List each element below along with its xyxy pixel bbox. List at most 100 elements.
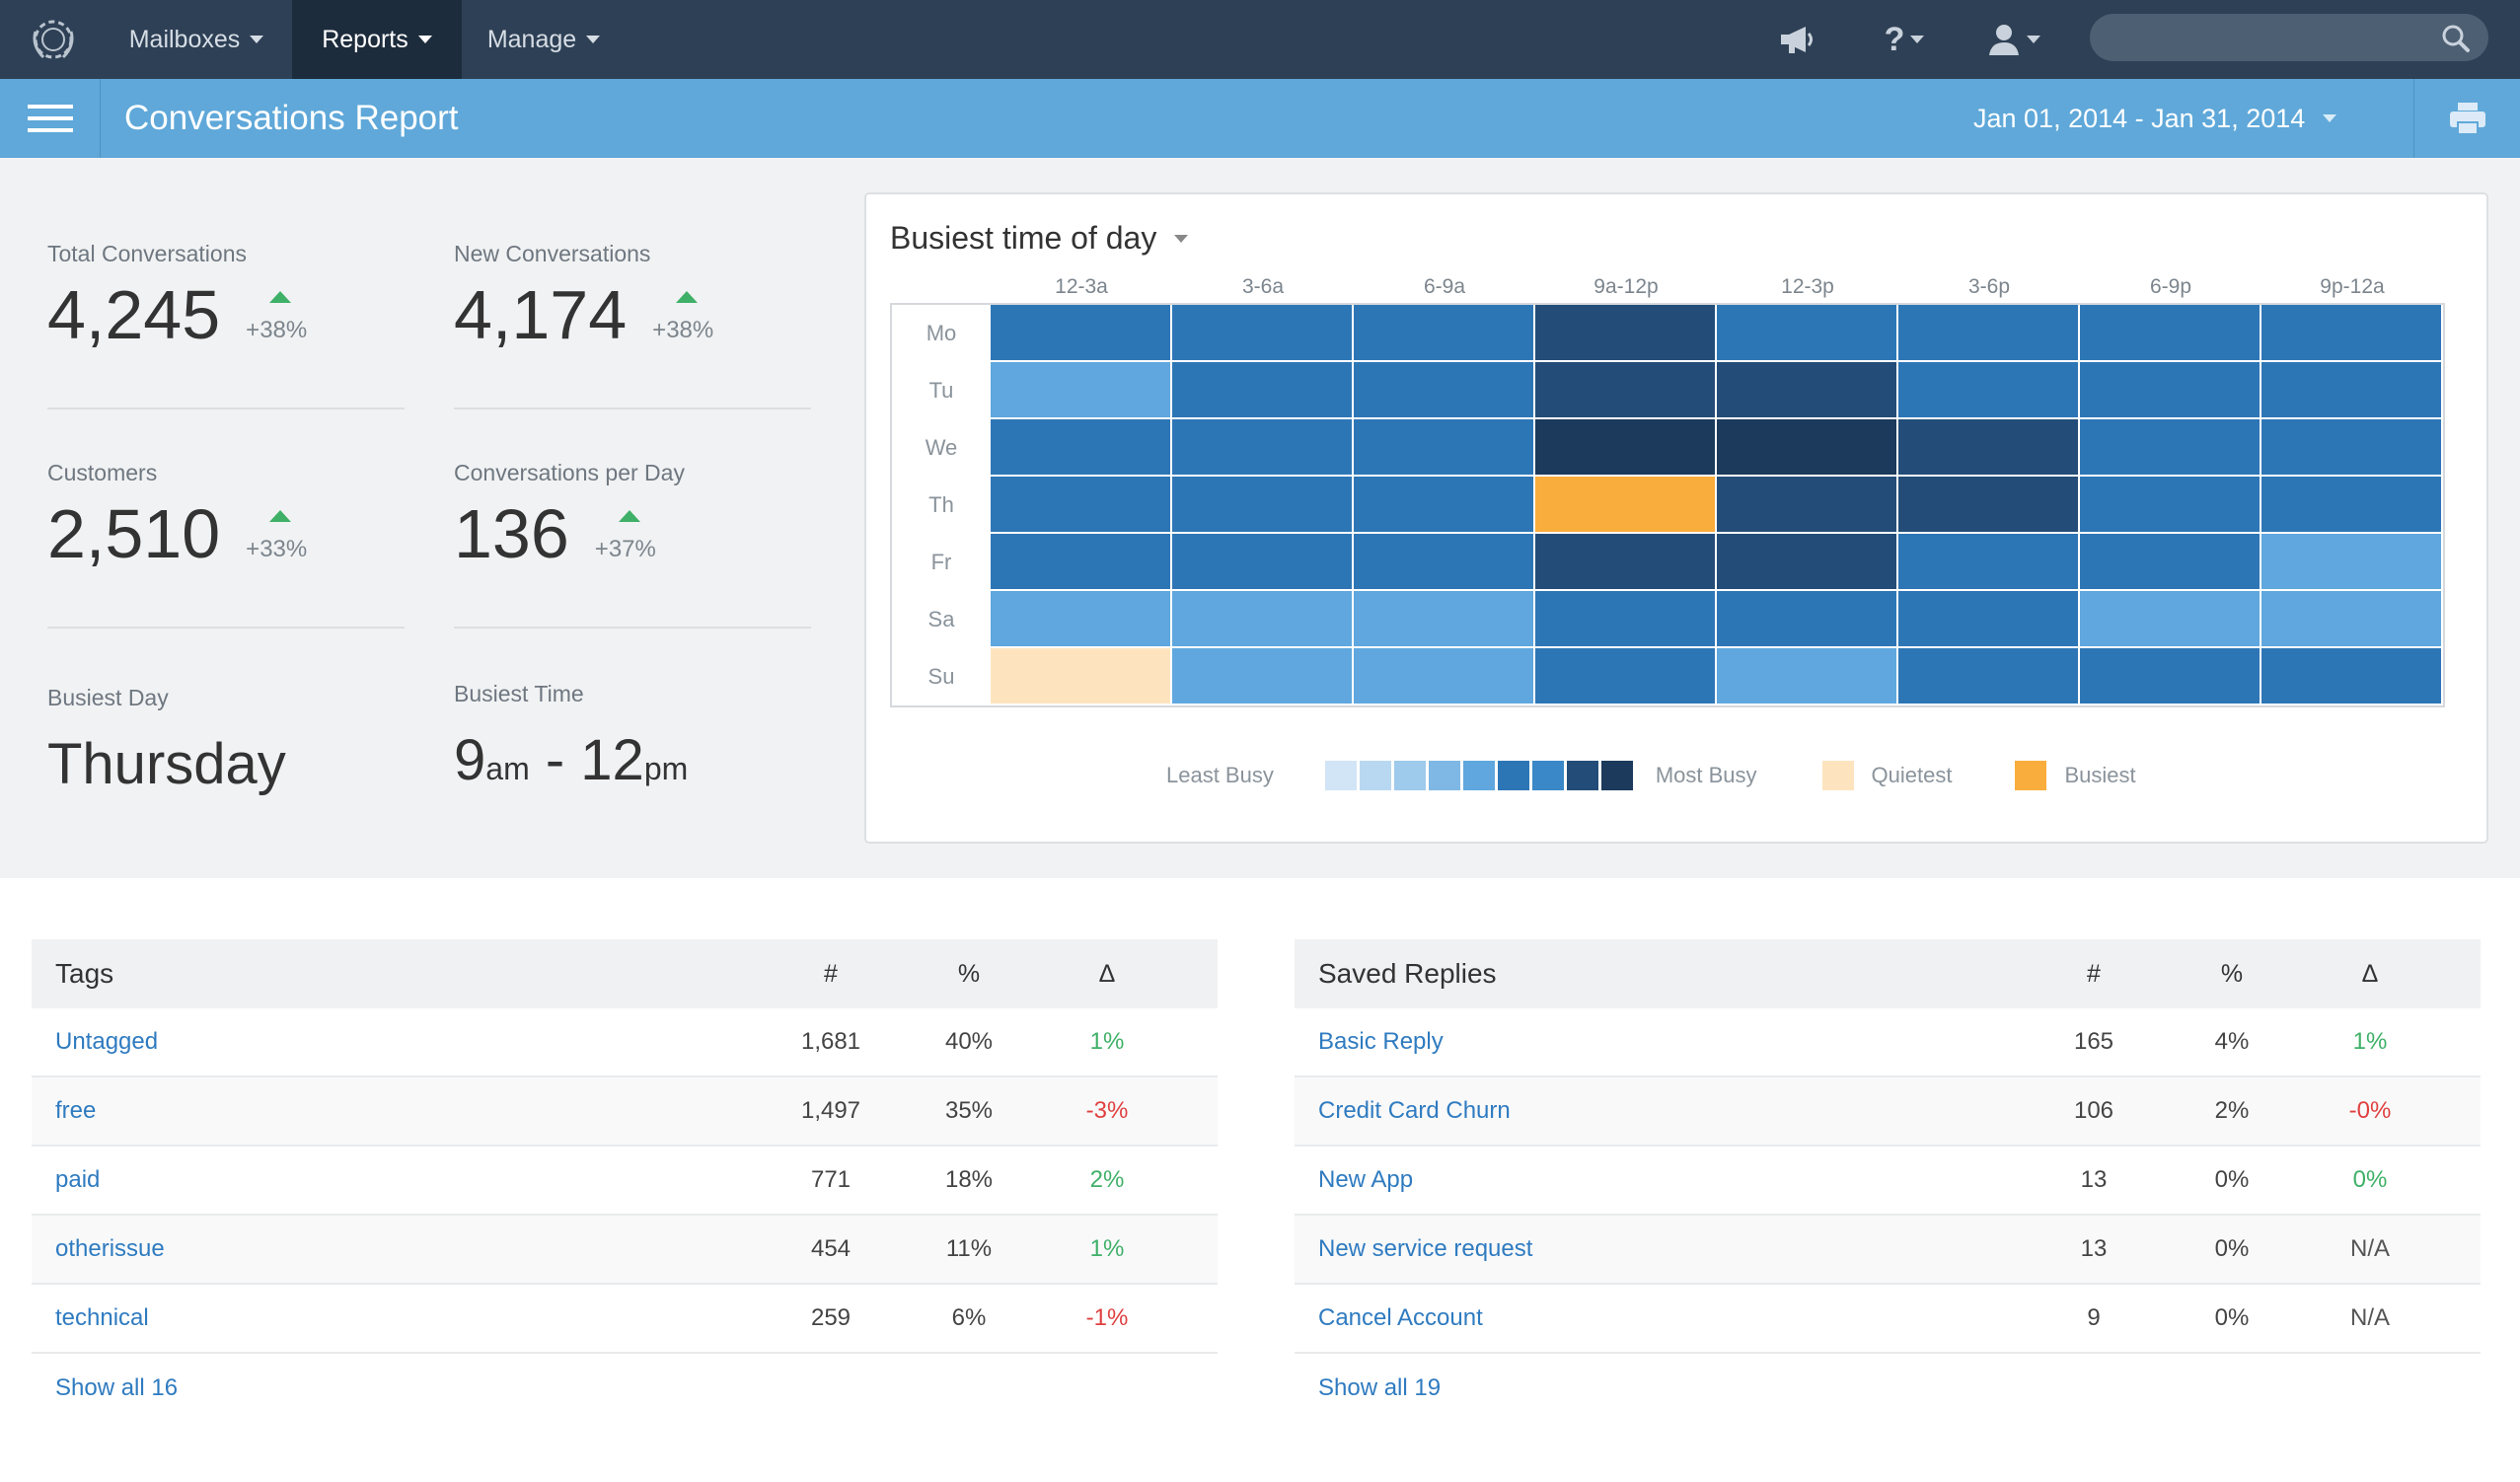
busiest-time-separator: - [545, 728, 565, 792]
heatmap-cell[interactable] [1354, 534, 1535, 591]
heatmap-cell[interactable] [1354, 648, 1535, 705]
heatmap-cell[interactable] [1717, 419, 1898, 477]
legend-scale [1324, 761, 1636, 790]
heatmap-cell[interactable] [1172, 419, 1354, 477]
row-name-link[interactable]: New service request [1318, 1235, 1533, 1262]
table-row: otherissue 454 11% 1% [32, 1216, 1218, 1285]
row-count: 106 [2073, 1097, 2114, 1124]
heatmap-cell[interactable] [1898, 591, 2080, 648]
heatmap-cell[interactable] [1354, 419, 1535, 477]
heatmap-cell[interactable] [1535, 648, 1717, 705]
heatmap-cell[interactable] [1717, 305, 1898, 362]
heatmap-grid: Mo Tu We Th Fr Sa Su [890, 303, 2445, 707]
heatmap-cell[interactable] [1172, 477, 1354, 534]
heatmap-cell[interactable] [1535, 477, 1717, 534]
heatmap-cell[interactable] [1172, 534, 1354, 591]
heatmap-cell[interactable] [1172, 305, 1354, 362]
row-name-link[interactable]: Basic Reply [1318, 1028, 1444, 1055]
heatmap-cell[interactable] [2261, 305, 2443, 362]
print-button[interactable] [2413, 79, 2520, 158]
show-all-replies-link[interactable]: Show all 19 [1295, 1354, 2481, 1423]
heatmap-cell[interactable] [1354, 477, 1535, 534]
row-name-link[interactable]: Cancel Account [1318, 1304, 1483, 1331]
heatmap-cell[interactable] [2080, 477, 2261, 534]
heatmap-cell[interactable] [2261, 534, 2443, 591]
row-name-link[interactable]: Untagged [55, 1028, 159, 1055]
heatmap-cell[interactable] [1717, 477, 1898, 534]
heatmap-cell[interactable] [1898, 362, 2080, 419]
heatmap-cell[interactable] [1172, 362, 1354, 419]
stat-delta-value: +33% [246, 536, 308, 562]
search-input[interactable] [2090, 14, 2488, 61]
table-row: New service request 13 0% N/A [1295, 1216, 2481, 1285]
heatmap-cell[interactable] [2261, 419, 2443, 477]
heatmap-cell[interactable] [2080, 419, 2261, 477]
stat-delta-value: +38% [246, 317, 308, 343]
heatmap-cell[interactable] [1898, 305, 2080, 362]
stat-delta: +38% [652, 291, 713, 350]
heatmap-column-header: 3-6a [1241, 275, 1285, 298]
row-name-link[interactable]: free [55, 1097, 97, 1124]
heatmap-cell[interactable] [991, 477, 1172, 534]
row-name-link[interactable]: technical [55, 1304, 149, 1331]
heatmap-cell[interactable] [2261, 648, 2443, 705]
heatmap-cell[interactable] [1172, 591, 1354, 648]
heatmap-cell[interactable] [2261, 591, 2443, 648]
heatmap-cell[interactable] [1717, 648, 1898, 705]
show-all-replies-label: Show all 19 [1318, 1374, 1442, 1401]
heatmap-cell[interactable] [1354, 362, 1535, 419]
heatmap-cell[interactable] [2080, 648, 2261, 705]
table-row: Basic Reply 165 4% 1% [1295, 1008, 2481, 1077]
row-name-link[interactable]: Credit Card Churn [1318, 1097, 1511, 1124]
heatmap-cell[interactable] [991, 534, 1172, 591]
heatmap-cell[interactable] [991, 591, 1172, 648]
heatmap-cell[interactable] [2080, 305, 2261, 362]
heatmap-cell[interactable] [1898, 477, 2080, 534]
nav-manage[interactable]: Manage [462, 0, 626, 79]
user-menu-icon[interactable] [1983, 16, 2044, 63]
heatmap-cell[interactable] [1535, 591, 1717, 648]
heatmap-cell[interactable] [1717, 362, 1898, 419]
date-range-label: Jan 01, 2014 - Jan 31, 2014 [1973, 103, 2306, 133]
heatmap-cell[interactable] [1535, 362, 1717, 419]
hamburger-menu-icon[interactable] [0, 79, 101, 158]
table-header: Tags # % Δ [32, 939, 1218, 1008]
heatmap-cell[interactable] [1354, 305, 1535, 362]
heatmap-cell[interactable] [1535, 534, 1717, 591]
nav-reports[interactable]: Reports [292, 0, 462, 79]
heatmap-cell[interactable] [2261, 362, 2443, 419]
nav-mailboxes-label: Mailboxes [128, 25, 241, 53]
row-name-link[interactable]: New App [1318, 1166, 1414, 1193]
heatmap-cell[interactable] [1535, 419, 1717, 477]
heatmap-cell[interactable] [991, 419, 1172, 477]
heatmap-cell[interactable] [1535, 305, 1717, 362]
heatmap-cell[interactable] [2080, 534, 2261, 591]
nav-mailboxes[interactable]: Mailboxes [101, 0, 292, 79]
heatmap-cell[interactable] [991, 362, 1172, 419]
table-row: Credit Card Churn 106 2% -0% [1295, 1077, 2481, 1147]
heatmap-cell[interactable] [991, 305, 1172, 362]
heatmap-cell[interactable] [2261, 477, 2443, 534]
date-range-picker[interactable]: Jan 01, 2014 - Jan 31, 2014 [1973, 79, 2412, 158]
megaphone-icon[interactable] [1772, 16, 1821, 63]
printer-icon [2449, 103, 2485, 135]
heatmap-cell[interactable] [991, 648, 1172, 705]
heatmap-cell[interactable] [1172, 648, 1354, 705]
heatmap-cell[interactable] [2080, 362, 2261, 419]
show-all-tags-link[interactable]: Show all 16 [32, 1354, 1218, 1423]
heatmap-cell[interactable] [1898, 534, 2080, 591]
row-name-link[interactable]: otherissue [55, 1235, 165, 1262]
heatmap-cell[interactable] [2080, 591, 2261, 648]
heatmap-cell[interactable] [1898, 419, 2080, 477]
stat-customers: Customers 2,510 +33% [47, 460, 405, 569]
heatmap-cell[interactable] [1717, 591, 1898, 648]
heatmap-cell[interactable] [1354, 591, 1535, 648]
help-icon[interactable]: ? [1875, 16, 1934, 63]
heatmap-cell[interactable] [1717, 534, 1898, 591]
heatmap-cell[interactable] [1898, 648, 2080, 705]
stat-busiest-time: Busiest Time 9am - 12pm [454, 681, 811, 793]
heatmap-title-dropdown[interactable]: Busiest time of day [890, 220, 1189, 257]
legend-scale-swatch [1566, 761, 1598, 790]
laurel-logo-icon[interactable] [26, 12, 81, 67]
row-name-link[interactable]: paid [55, 1166, 101, 1193]
